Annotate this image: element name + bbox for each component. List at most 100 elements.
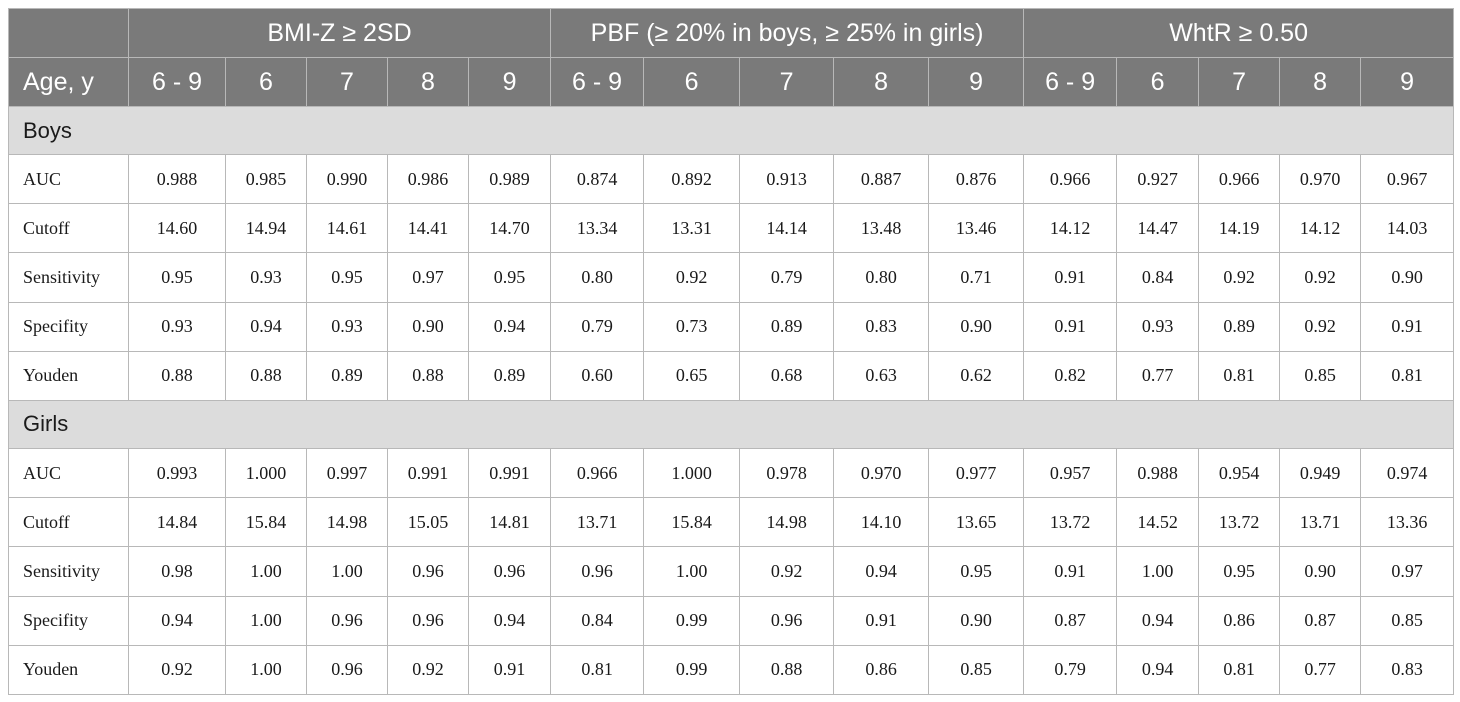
table-cell: 0.91: [1023, 301, 1118, 352]
table-cell: 14.41: [387, 203, 469, 254]
age-header-cell: 9: [467, 57, 552, 107]
age-header-cell: 6 - 9: [128, 57, 226, 107]
table-cell: 0.993: [128, 448, 226, 499]
table-cell: 0.988: [1116, 448, 1200, 499]
section-title: Boys: [7, 105, 1455, 156]
table-cell: 14.12: [1023, 203, 1118, 254]
table-cell: 0.96: [739, 595, 835, 646]
table-cell: 0.94: [128, 595, 226, 646]
table-cell: 1.00: [225, 546, 307, 597]
row-label: Youden: [8, 644, 129, 696]
group-header-whtr: WhtR ≥ 0.50: [1023, 8, 1455, 58]
table-cell: 13.65: [928, 497, 1025, 548]
table-cell: 0.95: [1198, 546, 1281, 597]
table-cell: 0.92: [387, 644, 469, 696]
table-cell: 0.974: [1360, 448, 1455, 499]
table-cell: 0.68: [739, 350, 835, 401]
table-cell: 15.84: [643, 497, 741, 548]
table-cell: 0.83: [833, 301, 930, 352]
table-cell: 15.05: [387, 497, 469, 548]
table-cell: 13.71: [550, 497, 645, 548]
table-cell: 1.00: [225, 595, 307, 646]
table-cell: 1.00: [225, 644, 307, 696]
age-header-cell: 8: [833, 57, 930, 107]
table-cell: 0.887: [833, 154, 930, 205]
table-cell: 0.73: [643, 301, 741, 352]
table-cell: 0.99: [643, 644, 741, 696]
table-cell: 1.00: [306, 546, 388, 597]
table-cell: 0.86: [833, 644, 930, 696]
table-cell: 14.60: [128, 203, 226, 254]
table-cell: 0.81: [1360, 350, 1455, 401]
age-header-cell: 6 - 9: [550, 57, 645, 107]
table-cell: 0.892: [643, 154, 741, 205]
table-row: Sensitivity 0.95 0.93 0.95 0.97 0.95 0.80 0.92 0…: [8, 252, 1455, 303]
table-cell: 1.00: [643, 546, 741, 597]
table-cell: 0.63: [833, 350, 930, 401]
table-cell: 13.72: [1198, 497, 1281, 548]
table-cell: 0.77: [1279, 644, 1362, 696]
table-cell: 1.00: [1116, 546, 1200, 597]
table-cell: 0.83: [1360, 644, 1455, 696]
table-cell: 0.89: [1198, 301, 1281, 352]
table-cell: 0.91: [467, 644, 552, 696]
table-row: Specifity 0.94 1.00 0.96 0.96 0.94 0.84 0.99 0.9…: [8, 595, 1455, 646]
table-cell: 0.95: [928, 546, 1025, 597]
table-cell: 0.91: [1360, 301, 1455, 352]
table-cell: 0.77: [1116, 350, 1200, 401]
table-cell: 0.71: [928, 252, 1025, 303]
table-cell: 0.90: [1360, 252, 1455, 303]
table-cell: 0.84: [550, 595, 645, 646]
table-cell: 0.991: [467, 448, 552, 499]
age-header-cell: 6: [225, 57, 307, 107]
section-title: Girls: [7, 399, 1455, 450]
group-header-pbf: PBF (≥ 20% in boys, ≥ 25% in girls): [550, 8, 1025, 58]
table-body: Boys AUC 0.988 0.985 0.990 0.986 0.989 0.874 0.8…: [7, 105, 1455, 696]
table-cell: 0.81: [550, 644, 645, 696]
table-cell: 0.96: [306, 644, 388, 696]
table-cell: 0.79: [739, 252, 835, 303]
table-cell: 0.876: [928, 154, 1025, 205]
age-header-cell: 7: [739, 57, 835, 107]
table-cell: 13.71: [1279, 497, 1362, 548]
table-header: BMI-Z ≥ 2SD PBF (≥ 20% in boys, ≥ 25% in…: [8, 8, 1455, 107]
table-cell: 0.86: [1198, 595, 1281, 646]
table-cell: 14.47: [1116, 203, 1200, 254]
table-cell: 0.79: [1023, 644, 1118, 696]
table-cell: 0.93: [1116, 301, 1200, 352]
table-cell: 0.88: [387, 350, 469, 401]
table-cell: 13.48: [833, 203, 930, 254]
table-cell: 0.96: [387, 546, 469, 597]
table-row: Cutoff 14.60 14.94 14.61 14.41 14.70 13.34 13.3…: [8, 203, 1455, 254]
table-cell: 0.94: [1116, 644, 1200, 696]
table-cell: 0.95: [306, 252, 388, 303]
table-cell: 0.966: [550, 448, 645, 499]
age-header-cell: 8: [1279, 57, 1362, 107]
table-cell: 14.98: [306, 497, 388, 548]
table-cell: 0.94: [1116, 595, 1200, 646]
table-cell: 0.986: [387, 154, 469, 205]
table-cell: 0.85: [1279, 350, 1362, 401]
row-label: AUC: [8, 154, 129, 205]
table-cell: 0.92: [739, 546, 835, 597]
section-row: Girls: [7, 399, 1455, 450]
table-cell: 0.988: [128, 154, 226, 205]
table-row: Youden 0.92 1.00 0.96 0.92 0.91 0.81 0.99 0.88 0.…: [8, 644, 1455, 696]
table-cell: 0.80: [550, 252, 645, 303]
table-cell: 0.93: [128, 301, 226, 352]
corner-cell: [8, 8, 129, 58]
table-cell: 0.874: [550, 154, 645, 205]
table-cell: 0.93: [225, 252, 307, 303]
table-cell: 13.72: [1023, 497, 1118, 548]
table-cell: 0.88: [739, 644, 835, 696]
age-header-cell: 8: [387, 57, 469, 107]
table-cell: 0.957: [1023, 448, 1118, 499]
table-cell: 0.94: [833, 546, 930, 597]
table-cell: 0.96: [550, 546, 645, 597]
age-label: Age, y: [8, 57, 129, 107]
table-cell: 0.90: [387, 301, 469, 352]
row-label: Sensitivity: [8, 252, 129, 303]
table-cell: 14.94: [225, 203, 307, 254]
table-cell: 0.91: [1023, 252, 1118, 303]
table-cell: 0.91: [1023, 546, 1118, 597]
